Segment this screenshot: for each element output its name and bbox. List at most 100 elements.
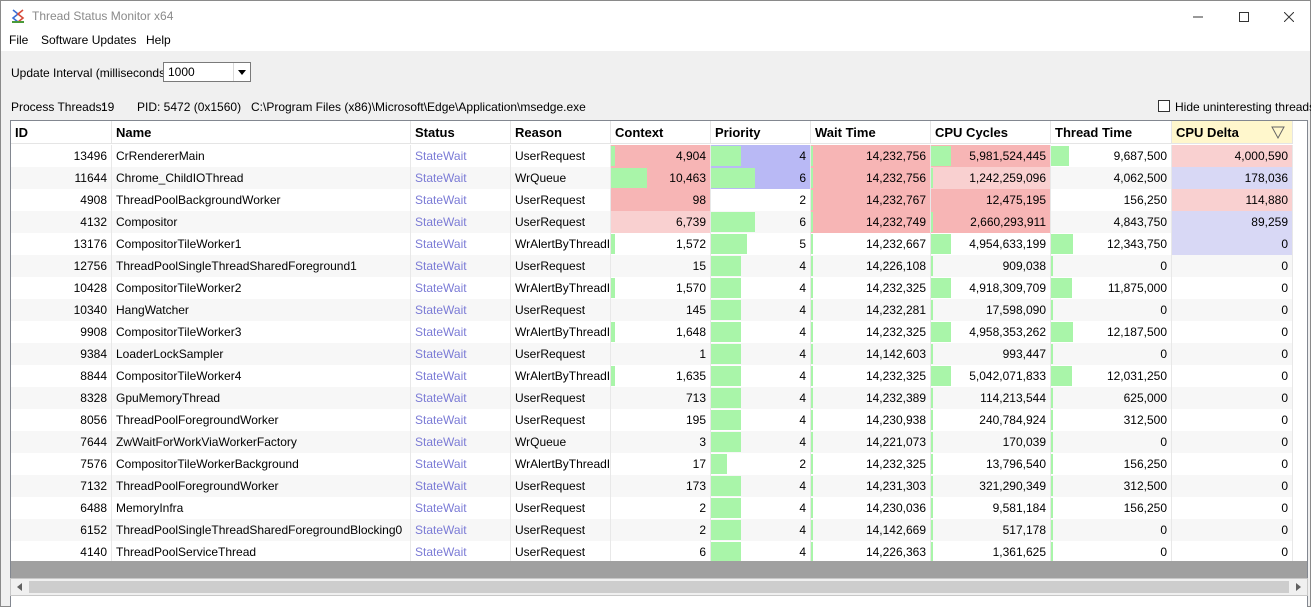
- cell-text: 9384: [80, 347, 107, 361]
- status-link[interactable]: StateWait: [415, 303, 467, 317]
- maximize-button[interactable]: [1221, 1, 1267, 32]
- status-link[interactable]: StateWait: [415, 479, 467, 493]
- cell-priority: 6: [711, 167, 811, 189]
- cell-text: 145: [685, 303, 706, 317]
- status-link[interactable]: StateWait: [415, 193, 467, 207]
- value-bar: [711, 388, 741, 408]
- cell-cycles: 5,981,524,445: [931, 145, 1051, 167]
- table-row[interactable]: 8844 CompositorTileWorker4 StateWait WrAler…: [11, 365, 1293, 387]
- table-row[interactable]: 13176 CompositorTileWorker1 StateWait WrAle…: [11, 233, 1293, 255]
- table-row[interactable]: 10340 HangWatcher StateWait UserRequest 145 4…: [11, 299, 1293, 321]
- status-link[interactable]: StateWait: [415, 501, 467, 515]
- cell-priority: 4: [711, 145, 811, 167]
- table-row[interactable]: 9908 CompositorTileWorker3 StateWait WrAler…: [11, 321, 1293, 343]
- status-link[interactable]: StateWait: [415, 457, 467, 471]
- column-header-priority[interactable]: Priority: [711, 121, 811, 144]
- cell-thread-time: 0: [1051, 299, 1172, 321]
- cell-text: 14,230,938: [865, 413, 926, 427]
- status-link[interactable]: StateWait: [415, 325, 467, 339]
- column-header-status[interactable]: Status: [411, 121, 511, 144]
- table-row[interactable]: 4908 ThreadPoolBackgroundWorker StateWait U…: [11, 189, 1293, 211]
- cell-text: 2,660,293,911: [970, 215, 1046, 229]
- close-button[interactable]: [1266, 1, 1311, 32]
- scrollbar-thumb[interactable]: [29, 581, 1289, 593]
- cell-delta: 0: [1172, 453, 1293, 475]
- column-header-label: Name: [116, 125, 152, 140]
- cell-cycles: 321,290,349: [931, 475, 1051, 497]
- cell-highlight: [1172, 145, 1292, 167]
- status-link[interactable]: StateWait: [415, 259, 467, 273]
- status-link[interactable]: StateWait: [415, 369, 467, 383]
- cell-text: WrAlertByThreadId: [515, 369, 611, 383]
- cell-thread-time: 4,843,750: [1051, 211, 1172, 233]
- table-row[interactable]: 7576 CompositorTileWorkerBackground StateW…: [11, 453, 1293, 475]
- table-row[interactable]: 7644 ZwWaitForWorkViaWorkerFactory StateWa…: [11, 431, 1293, 453]
- status-link[interactable]: StateWait: [415, 215, 467, 229]
- table-row[interactable]: 4140 ThreadPoolServiceThread StateWait User…: [11, 541, 1293, 563]
- hide-uninteresting-label[interactable]: Hide uninteresting threads: [1175, 100, 1311, 114]
- combo-dropdown-button[interactable]: [233, 63, 250, 81]
- column-header-name[interactable]: Name: [112, 121, 411, 144]
- table-row[interactable]: 4132 Compositor StateWait UserRequest 6,739 6…: [11, 211, 1293, 233]
- table-row[interactable]: 12756 ThreadPoolSingleThreadSharedForegro…: [11, 255, 1293, 277]
- status-link[interactable]: StateWait: [415, 435, 467, 449]
- table-row[interactable]: 6488 MemoryInfra StateWait UserRequest 2 4 14,…: [11, 497, 1293, 519]
- status-link[interactable]: StateWait: [415, 413, 467, 427]
- cell-text: 4: [799, 369, 806, 383]
- cell-reason: UserRequest: [511, 497, 611, 519]
- scroll-right-button[interactable]: [1290, 579, 1307, 595]
- cell-status: StateWait: [411, 387, 511, 409]
- column-header-id[interactable]: ID: [11, 121, 112, 144]
- cell-status: StateWait: [411, 519, 511, 541]
- cell-highlight: [1172, 189, 1292, 211]
- cell-text: 11,875,000: [1107, 281, 1167, 295]
- cell-text: 156,250: [1123, 501, 1167, 515]
- column-header-wait[interactable]: Wait Time: [811, 121, 931, 144]
- table-row[interactable]: 7132 ThreadPoolForegroundWorker StateWait U…: [11, 475, 1293, 497]
- table-row[interactable]: 8328 GpuMemoryThread StateWait UserRequest 7…: [11, 387, 1293, 409]
- column-header-delta[interactable]: CPU Delta: [1172, 121, 1293, 144]
- cell-highlight: [931, 211, 1050, 233]
- column-header-reason[interactable]: Reason: [511, 121, 611, 144]
- table-row[interactable]: 13496 CrRendererMain StateWait UserRequest 4…: [11, 145, 1293, 167]
- cell-text: 4,000,590: [1234, 149, 1288, 163]
- interval-combo[interactable]: 1000: [163, 62, 251, 82]
- menu-software-updates[interactable]: Software Updates: [41, 33, 137, 47]
- cell-text: 0: [1160, 347, 1167, 361]
- status-link[interactable]: StateWait: [415, 391, 467, 405]
- cell-text: 1,361,625: [992, 545, 1046, 559]
- value-bar: [931, 146, 951, 166]
- horizontal-scrollbar[interactable]: [10, 578, 1308, 596]
- cell-thread-time: 312,500: [1051, 475, 1172, 497]
- column-header-cycles[interactable]: CPU Cycles: [931, 121, 1051, 144]
- menu-file[interactable]: File: [9, 33, 29, 47]
- cell-id: 10428: [11, 277, 112, 299]
- status-link[interactable]: StateWait: [415, 237, 467, 251]
- scroll-left-button[interactable]: [11, 579, 28, 595]
- value-bar: [711, 234, 747, 254]
- table-row[interactable]: 11644 Chrome_ChildIOThread StateWait WrQueu…: [11, 167, 1293, 189]
- hide-uninteresting-checkbox[interactable]: [1158, 100, 1170, 112]
- cell-text: 0: [1160, 303, 1167, 317]
- column-header-thread-time[interactable]: Thread Time: [1051, 121, 1172, 144]
- value-bar: [1051, 234, 1073, 254]
- minimize-button[interactable]: [1175, 1, 1221, 32]
- status-link[interactable]: StateWait: [415, 281, 467, 295]
- cell-wait: 14,232,325: [811, 453, 931, 475]
- table-row[interactable]: 9384 LoaderLockSampler StateWait UserReques…: [11, 343, 1293, 365]
- chevron-left-icon: [17, 583, 22, 591]
- table-row[interactable]: 8056 ThreadPoolForegroundWorker StateWait U…: [11, 409, 1293, 431]
- cell-text: 7644: [80, 435, 107, 449]
- table-row[interactable]: 6152 ThreadPoolSingleThreadSharedForegrou…: [11, 519, 1293, 541]
- menu-help[interactable]: Help: [146, 33, 171, 47]
- status-link[interactable]: StateWait: [415, 149, 467, 163]
- status-link[interactable]: StateWait: [415, 347, 467, 361]
- cell-delta: 0: [1172, 255, 1293, 277]
- status-link[interactable]: StateWait: [415, 545, 467, 559]
- column-header-context[interactable]: Context: [611, 121, 711, 144]
- table-row[interactable]: 10428 CompositorTileWorker2 StateWait WrAle…: [11, 277, 1293, 299]
- cell-text: 4: [799, 149, 806, 163]
- cell-name: ThreadPoolSingleThreadSharedForeground1: [112, 255, 411, 277]
- status-link[interactable]: StateWait: [415, 171, 467, 185]
- status-link[interactable]: StateWait: [415, 523, 467, 537]
